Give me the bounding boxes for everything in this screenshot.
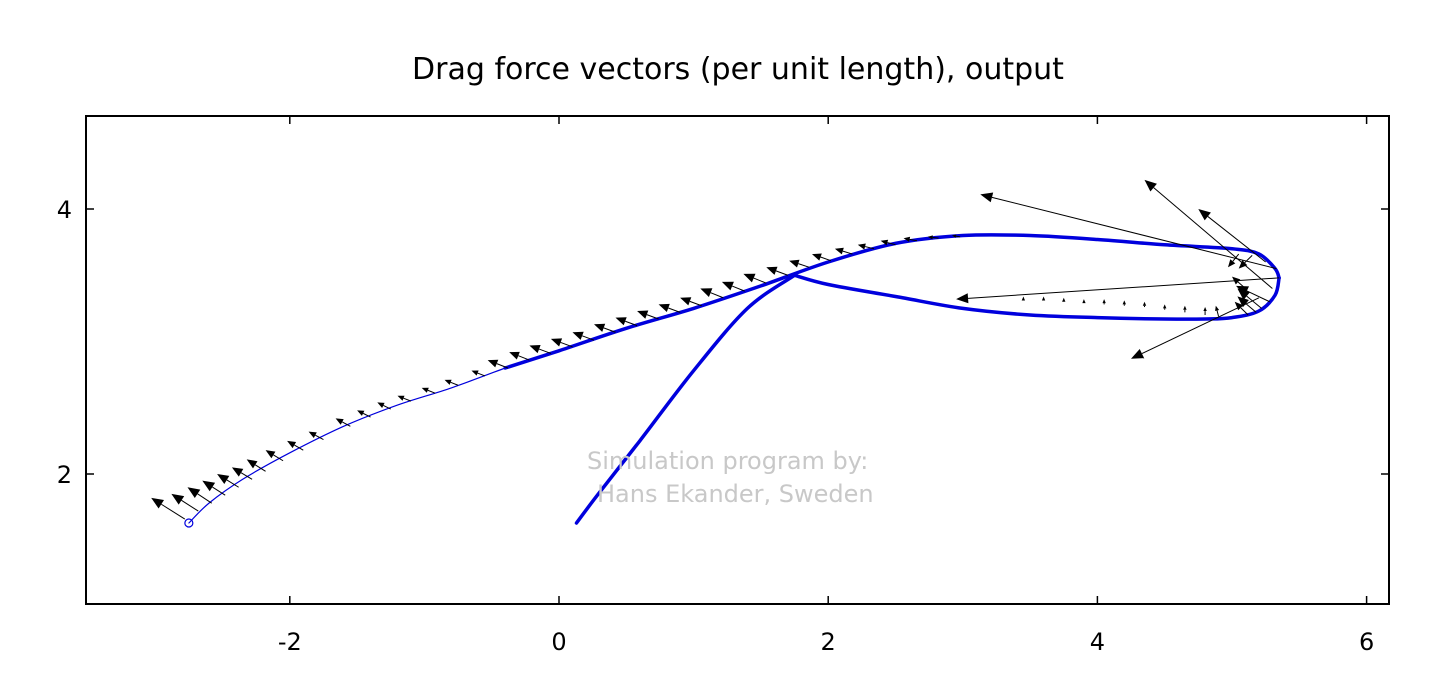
force-vector [1163,304,1167,310]
force-vector [335,418,351,427]
force-vector [444,379,459,386]
force-vector [187,487,213,504]
force-vector [1237,288,1262,309]
force-vector [202,480,226,496]
force-vector [357,410,371,418]
force-vector [980,192,1277,270]
force-vector [509,351,530,361]
force-vector [1062,297,1066,302]
force-vector [927,235,939,240]
force-vector [171,493,199,512]
force-vector [952,234,961,238]
x-tick-label: 0 [551,628,566,656]
force-vector [700,288,724,299]
force-vector [377,402,391,410]
force-vector [308,431,324,440]
force-vector [487,359,509,369]
x-tick-label: 6 [1359,628,1374,656]
force-vector [903,236,918,242]
force-vector [1183,305,1187,313]
x-tick-label: 2 [821,628,836,656]
force-vector [658,303,681,313]
force-vector [397,395,412,402]
chart-title: Drag force vectors (per unit length), ou… [412,52,1064,87]
force-vector [246,459,266,472]
force-vector [789,259,810,268]
credit-line-2: Hans Ekander, Sweden [597,480,874,508]
credit-line-1: Simulation program by: [587,447,868,475]
force-vector [1102,299,1106,305]
force-vector [1215,305,1220,317]
force-vector [529,345,552,354]
force-vector [766,266,788,276]
plot-frame [85,115,1390,605]
force-vector [1232,276,1246,289]
force-vector [615,317,638,327]
curve-upper-surface [503,232,1281,370]
y-tick-label: 4 [57,196,72,224]
force-vector [680,297,702,307]
plot-area [151,179,1281,528]
y-tick-label: 2 [57,461,72,489]
force-vector [1144,179,1273,289]
force-vector [287,440,304,451]
force-vector [857,243,875,250]
force-vector [637,310,659,320]
force-vector [421,387,436,394]
endpoint-marker [184,518,194,528]
force-vector [231,467,253,480]
force-vector [1198,209,1266,263]
x-tick-label: 4 [1090,628,1105,656]
force-vector [217,474,239,488]
force-vector [1142,301,1147,308]
force-vector [1228,253,1240,268]
force-vector [265,450,284,462]
force-vector [956,277,1280,304]
force-vector [594,323,616,333]
force-vector [1238,255,1253,269]
force-vector [151,497,186,520]
force-vector [1122,300,1126,306]
force-vector [572,331,595,341]
axis-ticks: -2 0 2 4 6 2 4 [57,116,1389,656]
x-tick-label: -2 [278,628,302,656]
force-vector [1041,296,1046,301]
force-vector [880,239,896,246]
force-vector [1021,296,1025,301]
force-vector [812,253,832,262]
force-vector [1203,307,1207,315]
force-vector [743,273,767,284]
force-vector [1234,301,1249,316]
curve-line [188,367,506,524]
curve-lower-surface [792,273,1281,321]
force-vector [1082,299,1086,304]
force-vector [721,281,745,292]
force-vector [550,338,573,348]
force-vector [834,247,853,255]
force-vector [471,370,486,377]
curve-support-line [574,273,797,525]
force-vector [1237,296,1257,313]
